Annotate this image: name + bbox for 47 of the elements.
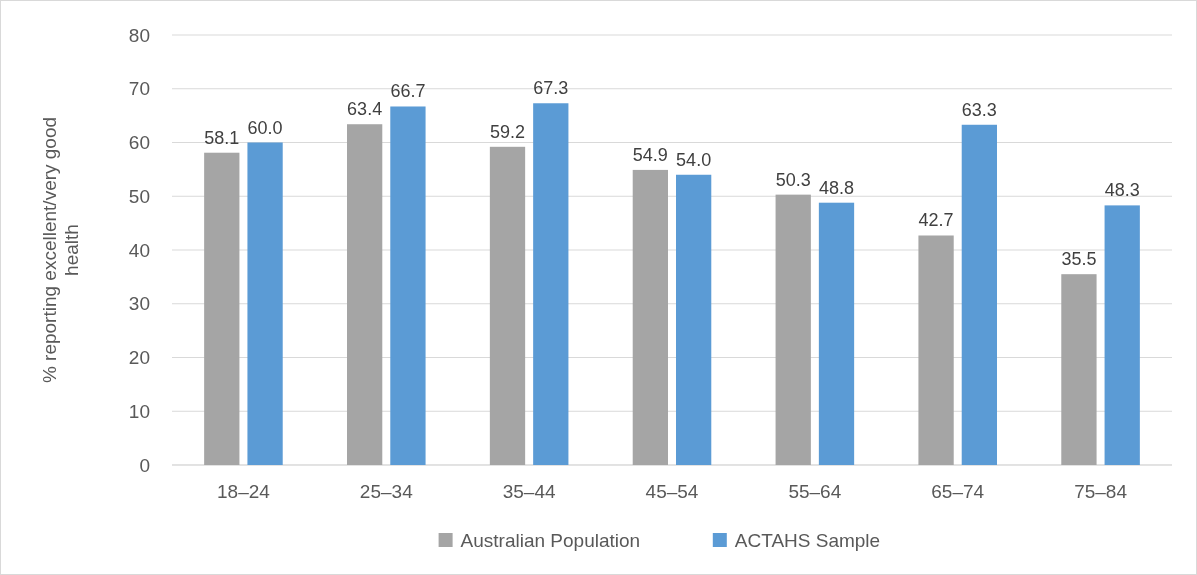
y-axis-title: % reporting excellent/very good health xyxy=(38,116,83,384)
legend-label: Australian Population xyxy=(460,529,641,551)
x-tick-label: 65–74 xyxy=(931,481,985,502)
x-tick-label: 25–34 xyxy=(359,481,414,502)
x-tick-label: 18–24 xyxy=(217,481,271,502)
y-tick-label: 20 xyxy=(128,347,150,369)
bar xyxy=(1104,205,1140,465)
y-tick-label: 0 xyxy=(139,454,150,476)
y-tick-label: 40 xyxy=(128,239,150,261)
data-label: 48.3 xyxy=(1104,180,1140,201)
y-tick-label: 50 xyxy=(128,185,150,207)
bar xyxy=(961,124,997,465)
y-tick-label: 60 xyxy=(128,132,150,154)
data-label: 67.3 xyxy=(533,78,569,99)
legend-label: ACTAHS Sample xyxy=(734,529,881,551)
bar xyxy=(533,103,569,465)
y-tick-label: 10 xyxy=(128,400,150,422)
bar xyxy=(818,202,855,465)
data-label: 59.2 xyxy=(489,121,526,142)
data-label: 35.5 xyxy=(1061,249,1097,270)
data-label: 42.7 xyxy=(918,210,954,231)
x-tick-label: 35–44 xyxy=(502,481,556,502)
data-label: 66.7 xyxy=(390,81,426,102)
data-label: 48.8 xyxy=(818,177,855,198)
data-label: 50.3 xyxy=(775,169,811,190)
data-label: 63.4 xyxy=(347,99,383,120)
y-tick-label: 30 xyxy=(128,293,150,315)
y-tick-label: 80 xyxy=(128,24,150,46)
bar xyxy=(347,124,383,465)
bar xyxy=(918,235,954,465)
bar xyxy=(775,194,811,465)
data-label: 63.3 xyxy=(961,99,997,120)
bar xyxy=(390,106,426,465)
bar xyxy=(489,146,526,465)
data-label: 54.0 xyxy=(676,149,712,170)
y-tick-label: 70 xyxy=(128,78,150,100)
bar xyxy=(204,152,240,465)
x-tick-label: 75–84 xyxy=(1074,481,1128,502)
x-tick-label: 45–54 xyxy=(645,481,699,502)
x-tick-label: 55–64 xyxy=(788,481,842,502)
data-label: 58.1 xyxy=(204,127,240,148)
bar xyxy=(632,169,668,465)
bar xyxy=(1061,274,1097,465)
bar xyxy=(676,174,712,465)
bar xyxy=(247,142,283,465)
data-label: 60.0 xyxy=(247,117,283,138)
data-label: 54.9 xyxy=(632,144,668,165)
